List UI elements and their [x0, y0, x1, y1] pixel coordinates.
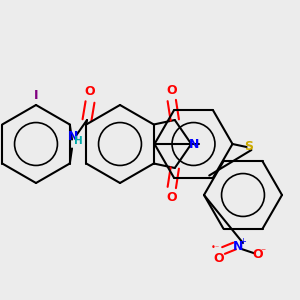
Text: N: N [233, 239, 244, 253]
Text: I: I [34, 89, 38, 102]
Text: +: + [239, 237, 245, 246]
Text: H: H [74, 136, 82, 146]
Text: O: O [167, 84, 177, 97]
Text: S: S [244, 140, 253, 154]
Text: O: O [167, 191, 177, 204]
Text: •⁻: •⁻ [211, 243, 220, 252]
Text: ⁻: ⁻ [260, 247, 266, 257]
Text: O: O [253, 248, 263, 262]
Text: O: O [85, 85, 95, 98]
Text: N: N [189, 137, 200, 151]
Text: N: N [68, 130, 79, 143]
Text: O: O [214, 252, 224, 265]
